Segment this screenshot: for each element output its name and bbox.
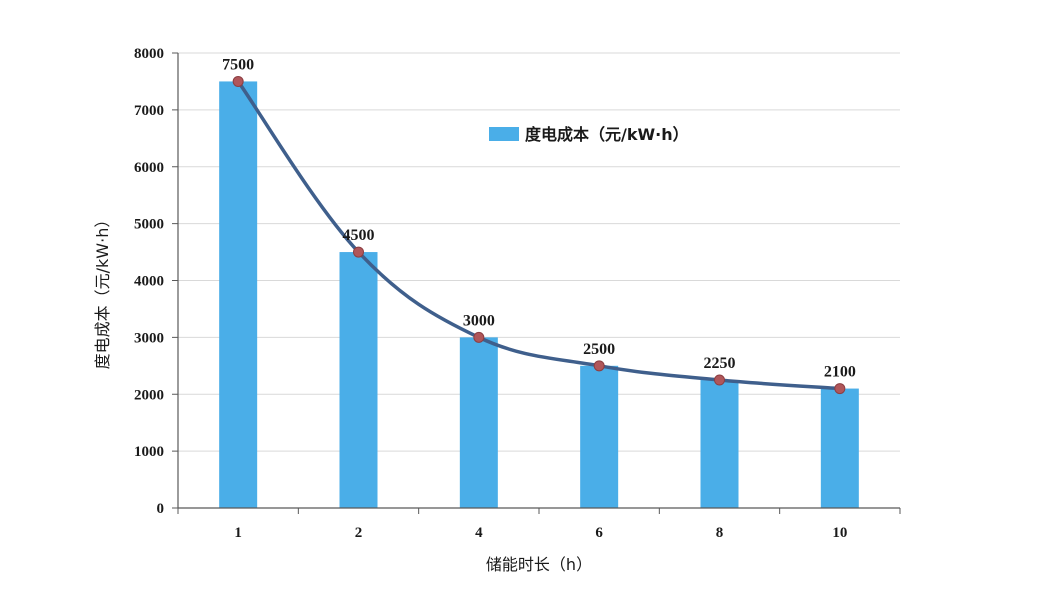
bar-4	[459, 337, 498, 508]
bar-1	[219, 81, 258, 508]
data-label: 2100	[824, 364, 856, 381]
x-tick-labels: 1 2 4 6 8 10	[234, 525, 847, 541]
x-axis-title: 储能时长（h）	[486, 555, 592, 574]
x-tick-label: 6	[595, 525, 603, 541]
y-tick-label: 5000	[134, 217, 164, 233]
y-tick-label: 8000	[134, 46, 164, 62]
bar-2	[339, 252, 378, 508]
data-marker-4	[473, 331, 485, 343]
data-marker-10	[834, 383, 846, 395]
y-tick-label: 6000	[134, 160, 164, 176]
gridlines	[178, 52, 900, 452]
y-axis-title: 度电成本（元/kW·h）	[93, 212, 112, 370]
legend-swatch	[489, 127, 519, 141]
data-label: 2500	[583, 341, 615, 358]
y-tick-label: 7000	[134, 103, 164, 119]
data-marker-1	[232, 75, 244, 87]
data-marker-6	[593, 360, 605, 372]
y-tick-labels: 0 1000 2000 3000 4000 5000 6000 7000 8000	[134, 46, 164, 517]
y-tick-label: 3000	[134, 330, 164, 346]
legend-label: 度电成本（元/kW·h）	[525, 125, 689, 144]
data-label: 4500	[343, 227, 375, 244]
data-marker-8	[714, 374, 725, 386]
data-labels: 7500 4500 3000 2500 2250 2100	[222, 56, 856, 380]
bar-8	[700, 380, 739, 508]
y-tick-label: 2000	[134, 387, 164, 403]
bars	[219, 81, 859, 508]
bar-10	[820, 388, 859, 508]
x-tick-label: 8	[716, 525, 724, 541]
x-tick-label: 2	[355, 525, 363, 541]
x-tick-label: 10	[832, 525, 847, 541]
y-tick-label: 1000	[134, 444, 164, 460]
x-tick-label: 1	[234, 525, 242, 541]
x-tick-label: 4	[475, 525, 483, 541]
y-tick-label: 4000	[134, 274, 164, 290]
data-label: 7500	[222, 56, 254, 73]
data-marker-2	[353, 246, 364, 258]
legend: 度电成本（元/kW·h）	[489, 125, 689, 144]
data-label: 3000	[463, 312, 495, 329]
y-tick-label: 0	[157, 501, 165, 517]
data-markers	[232, 75, 846, 395]
axes	[172, 52, 901, 514]
data-label: 2250	[704, 355, 736, 372]
bar-6	[580, 365, 619, 508]
